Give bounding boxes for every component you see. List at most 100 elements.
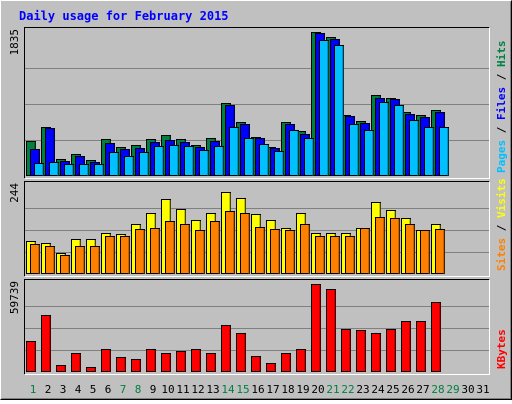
bar-kbytes-day-8 [131, 359, 141, 372]
bar-pages-day-8 [139, 152, 149, 176]
x-tick-day-5: 5 [90, 383, 97, 396]
x-tick-day-25: 25 [386, 383, 399, 396]
x-tick-day-14: 14 [221, 383, 235, 396]
x-tick-day-10: 10 [161, 383, 174, 396]
bar-sites-day-26 [405, 224, 415, 274]
x-tick-day-18: 18 [281, 383, 294, 396]
bar-kbytes-day-26 [401, 321, 411, 372]
bar-pages-day-13 [214, 146, 224, 176]
bar-pages-day-16 [259, 144, 269, 176]
x-tick-day-27: 27 [416, 383, 429, 396]
bar-sites-day-7 [120, 236, 130, 274]
legend-part: Files [495, 87, 508, 120]
bar-kbytes-day-15 [236, 333, 246, 372]
bar-sites-day-4 [75, 246, 85, 274]
bar-pages-day-26 [409, 120, 419, 176]
bar-sites-day-25 [390, 218, 400, 274]
bar-sites-day-14 [225, 211, 235, 274]
bar-pages-day-2 [49, 162, 59, 176]
bar-sites-day-19 [300, 224, 310, 274]
bar-pages-day-18 [289, 130, 299, 176]
bar-kbytes-day-1 [26, 341, 36, 372]
legend-hits-files-pages: Pages / Files / Hits [495, 41, 508, 174]
panel-border-dark [24, 279, 490, 375]
panel-border-dark [24, 27, 490, 179]
bar-pages-day-25 [394, 105, 404, 176]
bar-pages-day-12 [199, 150, 209, 176]
legend-part: / [495, 218, 508, 238]
x-tick-day-19: 19 [296, 383, 309, 396]
panel-hits-files-pages: 1835 Pages / Files / Hits [8, 27, 508, 179]
y-max-label: 244 [8, 183, 21, 203]
bar-kbytes-day-27 [416, 321, 426, 372]
bar-sites-day-3 [60, 255, 70, 274]
x-tick-day-7: 7 [120, 383, 127, 396]
bar-kbytes-day-19 [296, 349, 306, 372]
legend-part: KBytes [495, 329, 508, 369]
x-tick-day-12: 12 [191, 383, 204, 396]
bar-sites-day-23 [360, 228, 370, 274]
bar-pages-day-3 [64, 164, 74, 176]
legend-visits-sites: Sites / Visits [495, 178, 508, 271]
x-tick-day-28: 28 [431, 383, 444, 396]
bar-kbytes-day-2 [41, 315, 51, 372]
bar-sites-day-16 [255, 227, 265, 274]
bar-sites-day-20 [315, 236, 325, 274]
bar-kbytes-day-7 [116, 357, 126, 372]
x-tick-day-20: 20 [311, 383, 324, 396]
bar-kbytes-day-5 [86, 367, 96, 372]
legend-part: Visits [495, 178, 508, 218]
bar-pages-day-19 [304, 138, 314, 176]
bar-kbytes-day-28 [431, 302, 441, 372]
bar-kbytes-day-6 [101, 349, 111, 372]
bar-kbytes-day-23 [356, 330, 366, 372]
x-tick-day-22: 22 [341, 383, 354, 396]
bar-kbytes-day-17 [266, 363, 276, 372]
bar-sites-day-8 [135, 229, 145, 274]
x-tick-day-23: 23 [356, 383, 369, 396]
x-tick-day-4: 4 [75, 383, 82, 396]
bar-kbytes-day-22 [341, 329, 351, 372]
panel-border-light [24, 181, 490, 277]
series-kbytes [26, 284, 441, 372]
bar-sites-day-22 [345, 236, 355, 274]
series-pages [34, 40, 449, 176]
x-tick-day-16: 16 [251, 383, 264, 396]
bar-sites-day-18 [285, 230, 295, 274]
bar-kbytes-day-11 [176, 351, 186, 372]
chart-panels: 1835 Pages / Files / Hits 244 Sites / Visit… [8, 27, 508, 375]
x-tick-day-3: 3 [60, 383, 67, 396]
bar-kbytes-day-10 [161, 353, 171, 372]
x-tick-day-31: 31 [476, 383, 489, 396]
bar-pages-day-14 [229, 127, 239, 176]
bar-kbytes-day-13 [206, 353, 216, 372]
bar-sites-day-21 [330, 236, 340, 274]
bar-pages-day-7 [124, 156, 134, 176]
x-tick-day-24: 24 [371, 383, 385, 396]
bar-kbytes-day-4 [71, 353, 81, 372]
bar-kbytes-day-9 [146, 349, 156, 372]
bar-pages-day-28 [439, 127, 449, 176]
bar-pages-day-23 [364, 130, 374, 176]
panel-border-light [24, 27, 490, 179]
legend-part: / [495, 120, 508, 140]
bar-sites-day-9 [150, 228, 160, 274]
bar-pages-day-15 [244, 138, 254, 176]
x-tick-day-6: 6 [105, 383, 112, 396]
x-tick-day-30: 30 [461, 383, 474, 396]
bar-pages-day-10 [169, 145, 179, 176]
chart-title: Daily usage for February 2015 [19, 9, 229, 23]
bar-sites-day-1 [30, 244, 40, 274]
bar-pages-day-22 [349, 124, 359, 176]
legend-part: Pages [495, 140, 508, 173]
legend-kbytes: KBytes [495, 329, 508, 369]
bar-kbytes-day-21 [326, 289, 336, 372]
bar-pages-day-24 [379, 102, 389, 176]
bar-sites-day-11 [180, 224, 190, 274]
bar-kbytes-day-20 [311, 284, 321, 372]
bar-pages-day-17 [274, 151, 284, 176]
bar-sites-day-15 [240, 213, 250, 274]
legend-part: Sites [495, 238, 508, 271]
